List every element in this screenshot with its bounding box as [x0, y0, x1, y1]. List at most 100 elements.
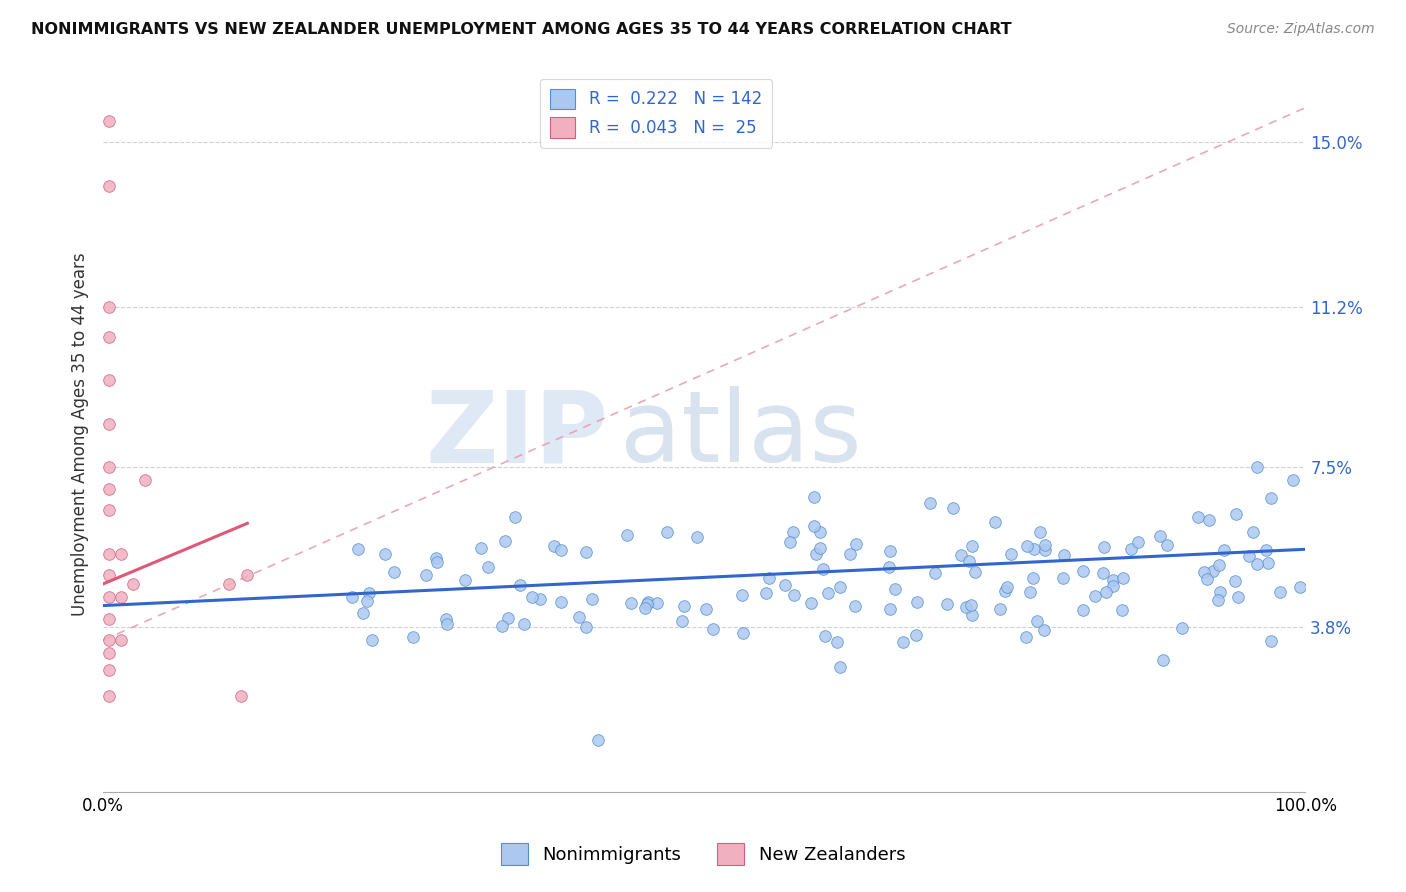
Point [884, 582, 907, 596]
Point [963, 566, 986, 580]
Point [1028, 525, 1050, 540]
Point [779, 535, 801, 549]
Point [1202, 564, 1225, 578]
Point [950, 549, 973, 563]
Point [1149, 529, 1171, 543]
Point [879, 544, 901, 558]
Point [1092, 540, 1115, 554]
Point [1260, 491, 1282, 505]
Point [98, 633, 121, 648]
Point [905, 628, 928, 642]
Point [695, 602, 717, 616]
Point [1260, 633, 1282, 648]
Point [470, 541, 492, 556]
Legend: R =  0.222   N = 142, R =  0.043   N =  25: R = 0.222 N = 142, R = 0.043 N = 25 [540, 78, 772, 148]
Point [1246, 557, 1268, 571]
Point [98, 568, 121, 582]
Point [550, 595, 572, 609]
Point [1022, 541, 1045, 556]
Point [845, 537, 868, 551]
Point [1198, 513, 1220, 527]
Point [1171, 621, 1194, 635]
Point [879, 560, 901, 574]
Point [1209, 585, 1232, 599]
Point [347, 542, 370, 557]
Point [356, 593, 378, 607]
Point [633, 601, 655, 615]
Point [959, 553, 981, 567]
Point [568, 610, 591, 624]
Point [402, 630, 425, 644]
Point [808, 525, 831, 540]
Point [1208, 558, 1230, 573]
Point [98, 611, 121, 625]
Point [783, 589, 806, 603]
Point [817, 586, 839, 600]
Point [924, 566, 946, 581]
Point [637, 595, 659, 609]
Point [1017, 539, 1039, 553]
Point [918, 496, 941, 510]
Point [828, 660, 851, 674]
Point [672, 599, 695, 614]
Point [1268, 584, 1291, 599]
Point [995, 580, 1018, 594]
Point [1119, 541, 1142, 556]
Point [1212, 543, 1234, 558]
Point [1282, 473, 1305, 487]
Point [550, 542, 572, 557]
Point [960, 607, 983, 622]
Point [1033, 543, 1056, 558]
Point [110, 547, 132, 561]
Point [620, 596, 643, 610]
Point [1288, 580, 1310, 594]
Point [702, 622, 724, 636]
Point [935, 597, 957, 611]
Point [436, 617, 458, 632]
Point [1000, 547, 1022, 561]
Point [1256, 543, 1278, 558]
Point [110, 633, 132, 648]
Point [1084, 590, 1107, 604]
Point [1052, 571, 1074, 585]
Point [955, 600, 977, 615]
Point [731, 588, 754, 602]
Y-axis label: Unemployment Among Ages 35 to 44 years: Unemployment Among Ages 35 to 44 years [72, 252, 89, 616]
Point [218, 577, 240, 591]
Point [879, 602, 901, 616]
Point [686, 530, 709, 544]
Point [828, 581, 851, 595]
Point [655, 525, 678, 540]
Point [374, 547, 396, 561]
Point [1246, 460, 1268, 475]
Point [1053, 548, 1076, 562]
Point [491, 619, 513, 633]
Point [1071, 564, 1094, 578]
Text: atlas: atlas [620, 386, 862, 483]
Point [477, 560, 499, 574]
Point [1111, 603, 1133, 617]
Point [636, 598, 658, 612]
Point [110, 590, 132, 604]
Point [98, 590, 121, 604]
Point [1032, 623, 1054, 637]
Point [98, 646, 121, 660]
Point [98, 113, 121, 128]
Point [782, 525, 804, 540]
Point [122, 577, 145, 591]
Point [1152, 653, 1174, 667]
Point [800, 596, 823, 610]
Point [758, 571, 780, 585]
Point [340, 590, 363, 604]
Point [415, 568, 437, 582]
Point [513, 616, 536, 631]
Point [98, 374, 121, 388]
Point [616, 528, 638, 542]
Point [1035, 538, 1057, 552]
Point [755, 585, 778, 599]
Point [426, 555, 449, 569]
Point [1102, 573, 1125, 587]
Point [1197, 572, 1219, 586]
Point [496, 610, 519, 624]
Point [494, 533, 516, 548]
